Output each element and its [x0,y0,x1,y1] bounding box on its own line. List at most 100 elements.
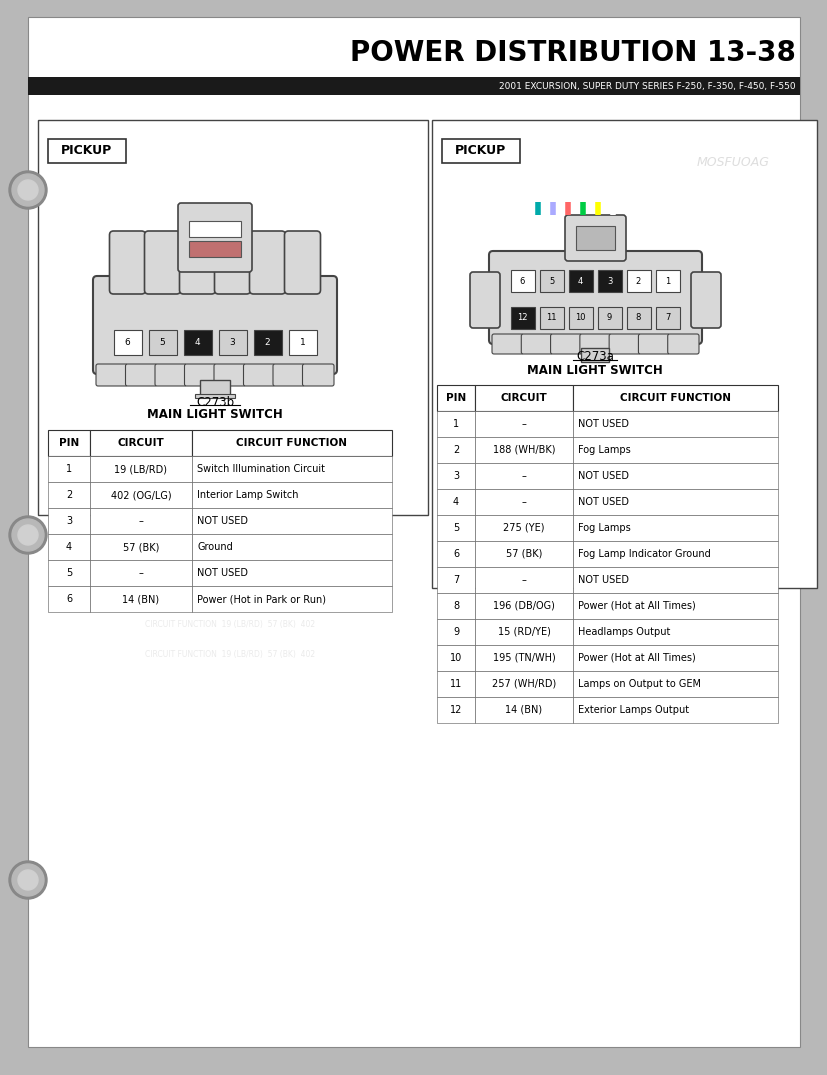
FancyBboxPatch shape [521,334,552,354]
Bar [627,270,651,292]
Text: NOT USED: NOT USED [578,497,629,507]
Text: 1: 1 [66,464,72,474]
Bar [90,534,192,560]
Text: 12: 12 [450,705,462,715]
Bar [510,307,534,329]
Circle shape [9,171,47,209]
Bar [437,463,475,489]
Bar [38,120,428,515]
Bar [475,541,573,567]
Bar [90,482,192,508]
Text: –: – [522,471,527,481]
Text: PIN: PIN [59,438,79,448]
Bar [539,307,563,329]
Text: 402 (OG/LG): 402 (OG/LG) [111,490,171,500]
Bar [48,482,90,508]
Text: Power (Hot at All Times): Power (Hot at All Times) [578,653,696,663]
Bar [437,645,475,671]
Text: 188 (WH/BK): 188 (WH/BK) [493,445,555,455]
Text: 1: 1 [665,276,670,286]
FancyBboxPatch shape [303,364,334,386]
FancyBboxPatch shape [250,231,285,293]
Bar [573,411,778,438]
Bar [475,619,573,645]
Bar [289,330,317,355]
Bar [149,330,176,355]
Text: –: – [522,575,527,585]
Bar [437,489,475,515]
Text: 10: 10 [450,653,462,663]
Text: POWER DISTRIBUTION 13-38: POWER DISTRIBUTION 13-38 [350,39,796,67]
Bar [573,619,778,645]
Bar [573,438,778,463]
Text: 14 (BN): 14 (BN) [505,705,543,715]
Text: 275 (YE): 275 (YE) [504,524,545,533]
Text: 6: 6 [66,594,72,604]
Text: 4: 4 [578,276,583,286]
Text: 12: 12 [517,314,528,322]
FancyBboxPatch shape [470,272,500,328]
Bar [573,385,778,411]
Text: 196 (DB/OG): 196 (DB/OG) [493,601,555,611]
Text: Power (Hot at All Times): Power (Hot at All Times) [578,601,696,611]
FancyBboxPatch shape [580,334,611,354]
Bar [437,541,475,567]
FancyBboxPatch shape [155,364,187,386]
Text: 9: 9 [453,627,459,637]
Bar [573,645,778,671]
Bar [475,489,573,515]
Bar [475,593,573,619]
Bar [90,456,192,482]
FancyBboxPatch shape [126,364,157,386]
Text: Ground: Ground [197,542,232,551]
FancyBboxPatch shape [551,334,582,354]
Bar [218,330,246,355]
Text: 2001 EXCURSION, SUPER DUTY SERIES F-250, F-350, F-450, F-550: 2001 EXCURSION, SUPER DUTY SERIES F-250,… [500,83,796,91]
FancyBboxPatch shape [109,231,146,293]
Bar [48,508,90,534]
FancyBboxPatch shape [609,334,640,354]
Text: 2: 2 [453,445,459,455]
Text: 2: 2 [636,276,641,286]
Bar [597,270,622,292]
Bar [576,226,615,250]
Text: Switch Illumination Circuit: Switch Illumination Circuit [197,464,325,474]
Bar [192,456,392,482]
Bar [475,697,573,723]
Bar [192,508,392,534]
Bar [90,508,192,534]
Text: CIRCUIT FUNCTION  19 (LB/RD)  57 (BK)  402: CIRCUIT FUNCTION 19 (LB/RD) 57 (BK) 402 [145,650,315,659]
Text: 195 (TN/WH): 195 (TN/WH) [493,653,556,663]
Text: 9: 9 [607,314,612,322]
Bar [437,671,475,697]
Circle shape [18,525,38,545]
Bar [573,489,778,515]
Bar [437,593,475,619]
Text: Fog Lamps: Fog Lamps [578,445,631,455]
Text: NOT USED: NOT USED [197,516,248,526]
Bar [568,307,592,329]
FancyBboxPatch shape [691,272,721,328]
Text: NOT USED: NOT USED [578,419,629,429]
Text: Headlamps Output: Headlamps Output [578,627,671,637]
Text: 6: 6 [125,338,131,347]
Bar [573,541,778,567]
FancyBboxPatch shape [178,203,252,272]
Text: 4: 4 [194,338,200,347]
Text: NOT USED: NOT USED [197,568,248,578]
Text: Fog Lamps: Fog Lamps [578,524,631,533]
Bar [28,77,800,95]
Text: 5: 5 [66,568,72,578]
Bar [192,534,392,560]
Bar [475,438,573,463]
Bar [437,619,475,645]
FancyBboxPatch shape [214,231,251,293]
Text: C273a: C273a [576,350,614,363]
Text: 3: 3 [607,276,612,286]
Bar [437,411,475,438]
Text: MOSFUOAG: MOSFUOAG [697,157,770,170]
Bar [192,430,392,456]
Bar [48,430,90,456]
FancyBboxPatch shape [93,276,337,374]
Bar [475,515,573,541]
